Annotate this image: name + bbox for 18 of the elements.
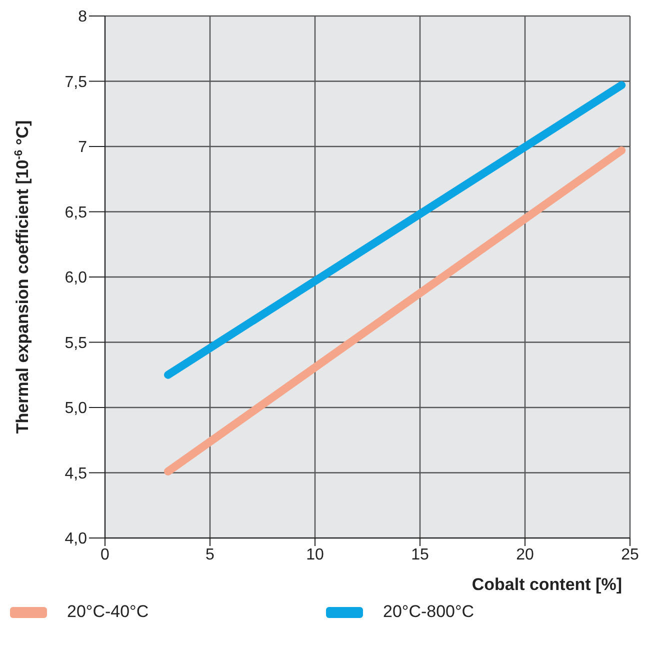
x-tick-label: 5 (206, 546, 215, 564)
y-tick-label: 8 (78, 8, 88, 26)
y-tick-label: 5,0 (64, 400, 88, 418)
y-tick-label: 7,5 (64, 74, 88, 91)
legend-label: 20°C-800°C (383, 602, 474, 622)
x-tick-label: 15 (411, 546, 429, 564)
x-tick-label: 25 (621, 546, 639, 564)
x-tick-label: 20 (516, 546, 534, 564)
x-tick-label: 0 (100, 546, 110, 564)
y-tick-label: 4,0 (64, 530, 88, 548)
legend-label: 20°C-40°C (67, 602, 149, 622)
x-tick-label: 10 (306, 546, 324, 564)
x-axis-title: Cobalt content [%] (472, 575, 622, 594)
y-tick-label: 7 (78, 139, 88, 156)
y-tick-label: 6,5 (64, 204, 88, 222)
y-tick-label: 4,5 (64, 465, 88, 482)
y-tick-label: 5,5 (64, 334, 88, 352)
y-tick-label: 6,0 (64, 270, 88, 287)
